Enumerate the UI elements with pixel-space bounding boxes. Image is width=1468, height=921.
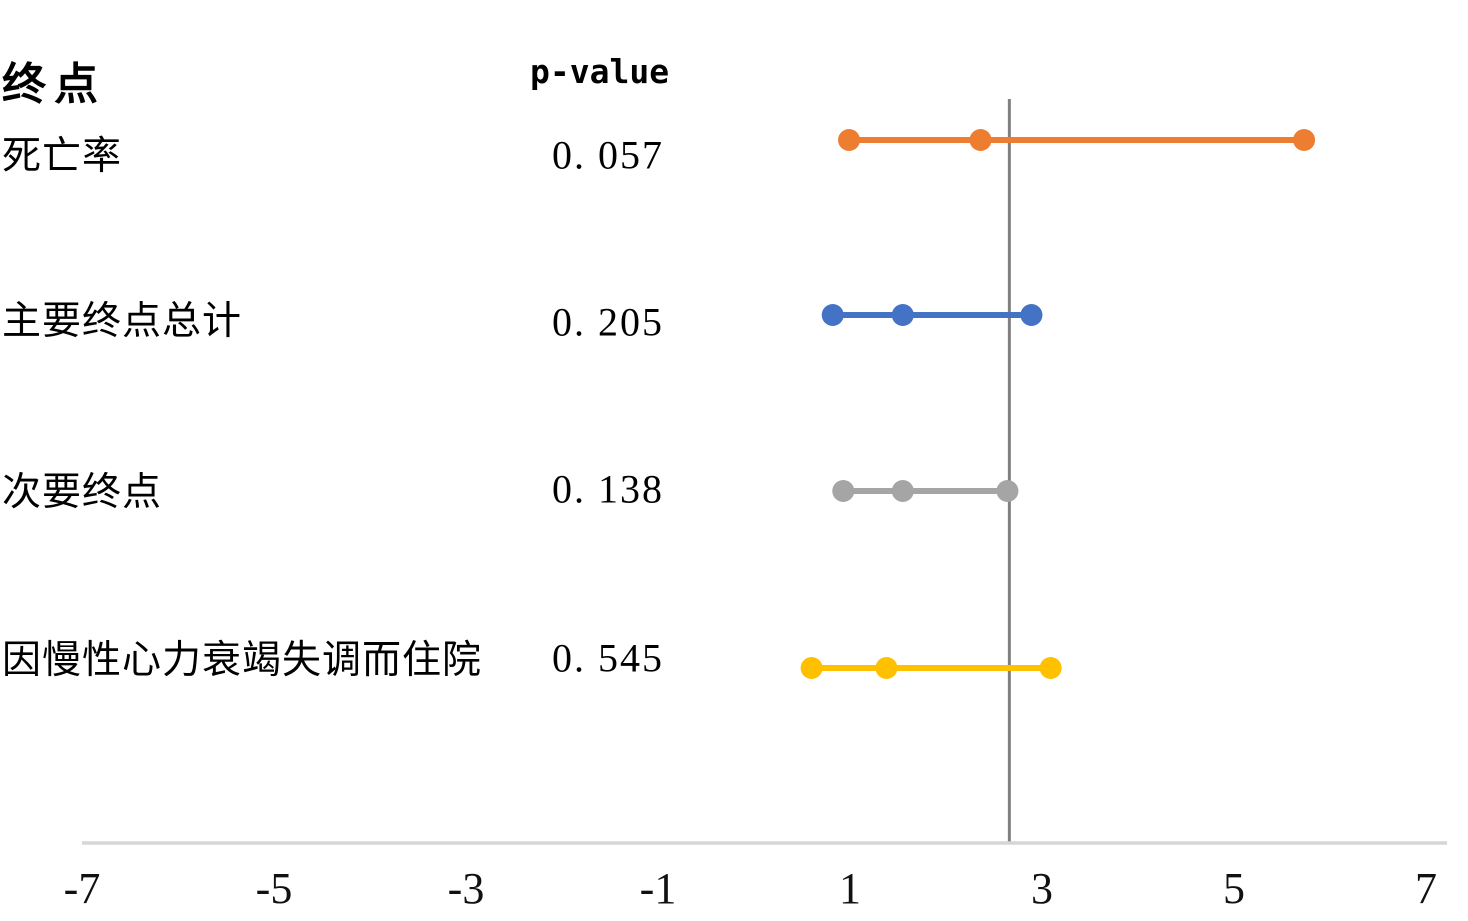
endpoint-label: 死亡率 [2, 135, 123, 178]
endpoint-label: 主要终点总计 [2, 300, 243, 343]
estimate-dot-row-2 [891, 480, 914, 502]
ci-high-dot-row-0 [1293, 129, 1316, 151]
ci-high-dot-row-3 [1039, 657, 1062, 679]
pvalue-text: 0. 545 [552, 635, 664, 681]
pvalue-text: 0. 205 [552, 299, 664, 345]
ci-low-dot-row-2 [832, 480, 855, 502]
x-axis-tick-label: 1 [839, 864, 861, 913]
ci-low-dot-row-0 [838, 129, 861, 151]
ci-low-dot-row-1 [821, 304, 844, 326]
endpoint-column-header: 终点 [2, 59, 106, 110]
x-axis-tick-label: -5 [256, 864, 293, 913]
estimate-dot-row-0 [969, 129, 992, 151]
x-axis-tick-label: -1 [640, 864, 677, 913]
estimate-dot-row-1 [891, 304, 914, 326]
estimate-dot-row-3 [875, 657, 898, 679]
x-axis-tick-label: -7 [64, 864, 101, 913]
x-axis-tick-label: 3 [1031, 864, 1053, 913]
endpoint-label: 次要终点 [2, 471, 163, 514]
x-axis-tick-label: 7 [1415, 864, 1437, 913]
endpoint-label: 因慢性心力衰竭失调而住院 [2, 639, 483, 682]
ci-low-dot-row-3 [800, 657, 823, 679]
x-axis-tick-label: 5 [1223, 864, 1245, 913]
ci-high-dot-row-1 [1020, 304, 1043, 326]
pvalue-text: 0. 138 [552, 466, 664, 512]
pvalue-text: 0. 057 [552, 132, 664, 178]
x-axis-tick-label: -3 [448, 864, 485, 913]
ci-high-dot-row-2 [996, 480, 1019, 502]
pvalue-column-header: p-value [530, 52, 670, 91]
